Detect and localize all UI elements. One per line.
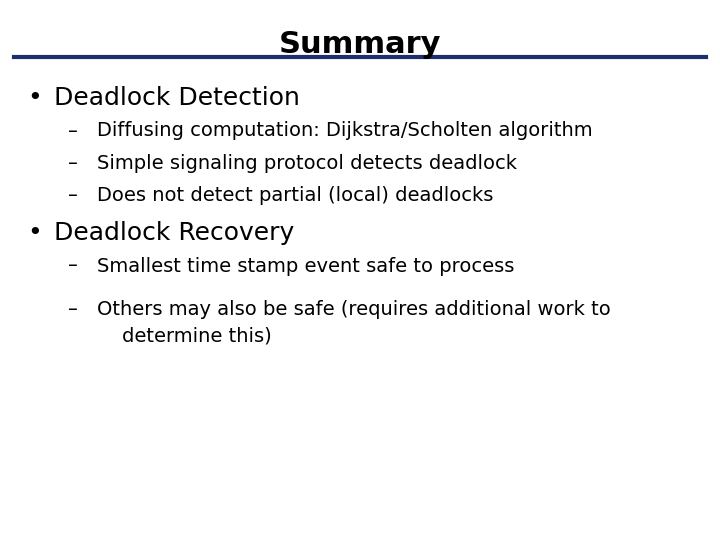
Text: •: • bbox=[27, 221, 42, 245]
Text: Deadlock Detection: Deadlock Detection bbox=[54, 86, 300, 110]
Text: –: – bbox=[68, 186, 78, 205]
Text: Diffusing computation: Dijkstra/Scholten algorithm: Diffusing computation: Dijkstra/Scholten… bbox=[97, 122, 593, 140]
Text: –: – bbox=[68, 122, 78, 140]
Text: –: – bbox=[68, 300, 78, 319]
Text: •: • bbox=[27, 86, 42, 110]
Text: Does not detect partial (local) deadlocks: Does not detect partial (local) deadlock… bbox=[97, 186, 494, 205]
Text: determine this): determine this) bbox=[97, 327, 272, 346]
Text: Deadlock Recovery: Deadlock Recovery bbox=[54, 221, 294, 245]
Text: –: – bbox=[68, 256, 78, 275]
Text: Others may also be safe (requires additional work to: Others may also be safe (requires additi… bbox=[97, 300, 611, 319]
Text: –: – bbox=[68, 154, 78, 173]
Text: Summary: Summary bbox=[279, 30, 441, 59]
Text: Simple signaling protocol detects deadlock: Simple signaling protocol detects deadlo… bbox=[97, 154, 517, 173]
Text: Smallest time stamp event safe to process: Smallest time stamp event safe to proces… bbox=[97, 256, 515, 275]
